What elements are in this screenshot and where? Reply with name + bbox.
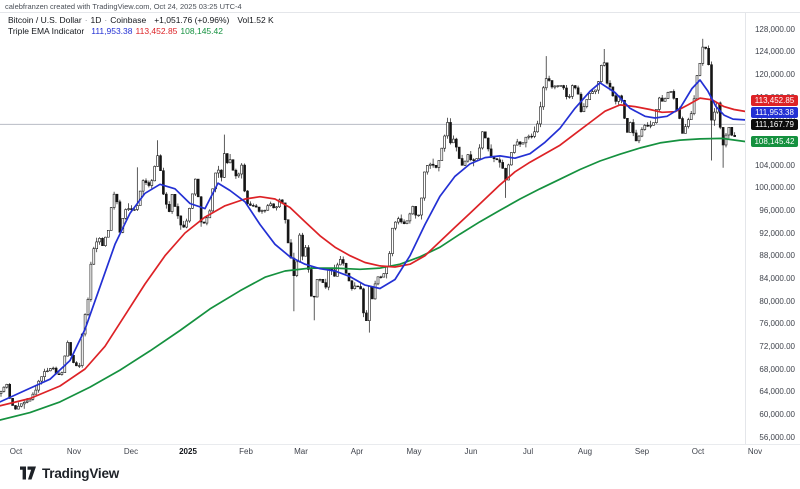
price-tick-label: 84,000.00	[759, 273, 795, 283]
interval-label[interactable]: 1D	[90, 15, 102, 25]
time-axis-label: Jun	[464, 447, 478, 456]
volume-label: Vol	[237, 15, 250, 25]
price-tick-label: 88,000.00	[759, 251, 795, 261]
attribution-text: calebfranzen created with TradingView.co…	[5, 2, 242, 11]
time-axis-label: Oct	[691, 447, 705, 456]
header-divider	[0, 12, 800, 13]
price-tick-label: 68,000.00	[759, 364, 795, 374]
price-tick-label: 120,000.00	[754, 69, 795, 79]
time-axis-label: Feb	[239, 447, 253, 456]
price-tick-label: 64,000.00	[759, 387, 795, 397]
volume-value: 1.52 K	[249, 15, 274, 25]
symbol-legend-row: Bitcoin / U.S. Dollar · 1D · Coinbase +1,051.…	[8, 15, 277, 25]
time-axis-label: Nov	[66, 447, 82, 456]
tradingview-logo[interactable]: TradingView	[20, 464, 119, 482]
time-axis[interactable]: Oct Nov Dec 2025 Feb Mar Apr May Jun Jul Aug Sep Oct…	[0, 445, 800, 460]
price-tick-label: 56,000.00	[759, 432, 795, 442]
time-axis-label: Sep	[634, 447, 650, 456]
time-axis-label: Aug	[577, 447, 593, 456]
ema-price-badge: 111,953.38	[751, 106, 798, 118]
time-axis-label: May	[406, 447, 422, 456]
price-tick-label: 72,000.00	[759, 341, 795, 351]
time-axis-label: Mar	[294, 447, 308, 456]
indicator-legend-row: Triple EMA Indicator 111,953.38 113,452.85…	[8, 26, 226, 36]
price-change-label: +1,051.76 (+0.96%)	[154, 15, 230, 25]
time-axis-label: Jul	[522, 447, 534, 456]
time-axis-label: 2025	[179, 447, 197, 456]
price-tick-label: 124,000.00	[754, 47, 795, 57]
time-axis-label: Apr	[350, 447, 364, 456]
indicator-title[interactable]: Triple EMA Indicator	[8, 26, 85, 36]
price-tick-label: 96,000.00	[759, 205, 795, 215]
price-tick-label: 92,000.00	[759, 228, 795, 238]
symbol-title[interactable]: Bitcoin / U.S. Dollar	[8, 15, 82, 25]
price-axis-divider	[745, 12, 746, 444]
price-tick-label: 76,000.00	[759, 319, 795, 329]
ema-price-badge: 108,145.42	[751, 136, 798, 147]
tradingview-logo-text: TradingView	[42, 465, 120, 481]
time-axis-label: Nov	[747, 447, 763, 456]
exchange-label[interactable]: Coinbase	[110, 15, 147, 25]
ema-fast-value: 111,953.38	[91, 26, 133, 36]
time-axis-divider	[0, 444, 800, 445]
ema-price-badge: 113,452.85	[751, 94, 798, 106]
price-tick-label: 100,000.00	[754, 183, 795, 193]
price-tick-label: 60,000.00	[759, 409, 795, 419]
legend-separator: ·	[104, 15, 108, 25]
tradingview-logo-icon	[20, 466, 36, 480]
price-tick-label: 104,000.00	[754, 160, 795, 170]
price-tick-label: 80,000.00	[759, 296, 795, 306]
current-price-badge: 111,167.79	[751, 118, 798, 130]
legend-separator: ·	[84, 15, 88, 25]
ema-slow-value: 108,145.42	[180, 26, 223, 36]
time-axis-label: Oct	[9, 447, 23, 456]
time-axis-label: Dec	[123, 447, 139, 456]
price-tick-label: 128,000.00	[754, 24, 795, 34]
ema-mid-value: 113,452.85	[135, 26, 178, 36]
price-axis[interactable]: 128,000.00124,000.00120,000.00116,000.00…	[745, 12, 800, 444]
